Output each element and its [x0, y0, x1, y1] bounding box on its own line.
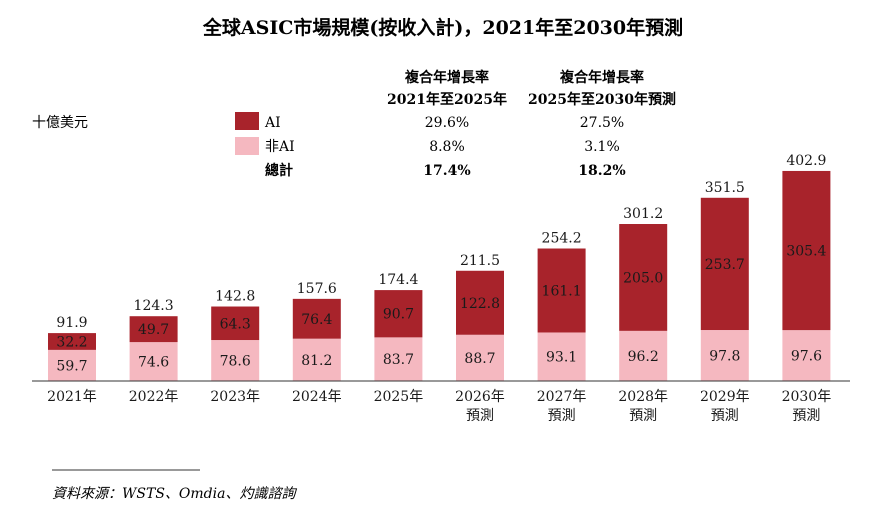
data-label-total: 174.4 — [378, 272, 418, 288]
data-label-non-ai: 97.8 — [709, 349, 740, 365]
bar-ai — [129, 316, 178, 343]
bar-non-ai — [619, 330, 668, 381]
data-label-ai: 253.7 — [705, 257, 745, 273]
x-tick-label: 預測 — [466, 408, 494, 424]
data-label-total: 301.2 — [623, 206, 663, 222]
bar-non-ai — [292, 338, 341, 381]
bar-non-ai — [48, 349, 96, 381]
bar-non-ai — [129, 342, 178, 381]
cagr-header-1-line1: 複合年增長率 — [404, 69, 489, 86]
data-label-total: 157.6 — [297, 281, 337, 297]
data-label-non-ai: 81.2 — [301, 353, 332, 369]
x-tick-label: 2027年 — [537, 389, 587, 405]
bar-non-ai — [700, 330, 749, 381]
x-tick-label: 2026年 — [455, 389, 505, 405]
data-label-ai: 161.1 — [542, 283, 582, 299]
legend-cagr1-ai: 29.6% — [425, 115, 469, 131]
data-label-ai: 90.7 — [383, 307, 414, 323]
data-label-non-ai: 78.6 — [220, 354, 251, 370]
bar-ai — [48, 333, 96, 350]
data-label-ai: 122.8 — [460, 296, 500, 312]
legend-cagr1-total: 17.4% — [423, 163, 470, 179]
bar-non-ai — [537, 332, 586, 381]
unit-label: 十億美元 — [32, 115, 88, 131]
x-tick-label: 2023年 — [210, 389, 260, 405]
data-label-total: 402.9 — [786, 153, 826, 169]
bar-non-ai — [374, 337, 423, 381]
bar-non-ai — [211, 340, 260, 381]
x-tick-label: 預測 — [548, 408, 576, 424]
x-tick-label: 2021年 — [47, 389, 97, 405]
legend-cagr1-non-ai: 8.8% — [429, 139, 465, 155]
data-label-total: 142.8 — [215, 289, 255, 305]
bar-non-ai — [782, 330, 831, 381]
data-label-non-ai: 96.2 — [628, 349, 659, 365]
legend-label-ai: AI — [264, 115, 281, 131]
legend-cagr2-non-ai: 3.1% — [584, 139, 620, 155]
x-tick-label: 預測 — [711, 408, 739, 424]
cagr-header-2-line1: 複合年增長率 — [559, 69, 644, 86]
data-label-total: 124.3 — [134, 298, 174, 314]
legend-label-total: 總計 — [265, 162, 293, 179]
bar-ai — [211, 306, 260, 341]
x-tick-label: 2025年 — [374, 389, 424, 405]
x-tick-label: 預測 — [792, 408, 820, 424]
bar-non-ai — [456, 334, 504, 381]
data-label-ai: 49.7 — [138, 322, 169, 338]
data-label-non-ai: 93.1 — [546, 350, 577, 366]
legend-cagr2-total: 18.2% — [578, 163, 625, 179]
bar-ai — [537, 248, 586, 333]
bar-ai — [782, 170, 831, 331]
x-tick-label: 2022年 — [129, 389, 179, 405]
data-label-total: 211.5 — [460, 253, 500, 269]
chart-title: 全球ASIC市場規模(按收入計)，2021年至2030年預測 — [202, 16, 683, 39]
data-label-ai: 64.3 — [220, 316, 251, 332]
data-label-non-ai: 59.7 — [56, 358, 87, 374]
bars-group: 59.7 32.2 91.9 2021年 74.6 49.7 124.3 2022年 78.6 6… — [47, 153, 831, 424]
data-label-ai: 305.4 — [786, 244, 826, 260]
data-label-total: 351.5 — [705, 180, 745, 196]
data-label-non-ai: 83.7 — [383, 352, 414, 368]
bar-ai — [456, 270, 504, 335]
cagr-header-2-line2: 2025年至2030年預測 — [528, 91, 676, 108]
data-label-ai: 205.0 — [623, 270, 663, 286]
x-tick-label: 2029年 — [700, 389, 750, 405]
bar-ai — [700, 197, 749, 331]
x-tick-label: 2028年 — [618, 389, 668, 405]
data-label-total: 91.9 — [56, 315, 87, 331]
data-label-non-ai: 74.6 — [138, 355, 169, 371]
data-label-ai: 32.2 — [56, 334, 87, 350]
data-label-total: 254.2 — [542, 231, 582, 247]
bar-ai — [292, 298, 341, 339]
x-tick-label: 2024年 — [292, 389, 342, 405]
data-label-non-ai: 88.7 — [464, 351, 495, 367]
bar-ai — [374, 290, 423, 338]
legend-cagr2-ai: 27.5% — [580, 115, 624, 131]
data-label-ai: 76.4 — [301, 312, 332, 328]
x-tick-label: 預測 — [629, 408, 657, 424]
legend-label-non-ai: 非AI — [265, 139, 295, 155]
cagr-header-1-line2: 2021年至2025年 — [387, 91, 507, 108]
data-label-non-ai: 97.6 — [791, 349, 822, 365]
x-tick-label: 2030年 — [782, 389, 832, 405]
legend-swatch-non-ai — [235, 137, 259, 155]
bar-ai — [619, 224, 668, 331]
source-note: 資料來源：WSTS、Omdia、灼識諮詢 — [52, 486, 297, 502]
legend-swatch-ai — [235, 112, 259, 130]
